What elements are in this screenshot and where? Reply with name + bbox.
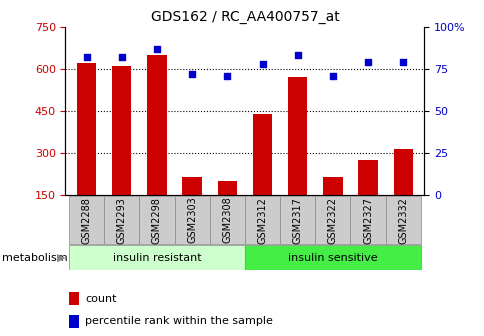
Text: ▶: ▶ bbox=[57, 253, 66, 263]
Point bbox=[223, 73, 231, 78]
Text: GSM2288: GSM2288 bbox=[81, 197, 91, 244]
Bar bbox=[244, 245, 420, 270]
Bar bbox=[385, 196, 420, 244]
Bar bbox=[69, 315, 79, 328]
Text: GSM2303: GSM2303 bbox=[187, 197, 197, 244]
Bar bbox=[69, 196, 104, 244]
Bar bbox=[147, 55, 166, 195]
Bar bbox=[393, 149, 412, 195]
Bar bbox=[104, 196, 139, 244]
Bar bbox=[280, 196, 315, 244]
Text: GSM2327: GSM2327 bbox=[363, 197, 372, 244]
Point bbox=[188, 71, 196, 77]
Text: insulin resistant: insulin resistant bbox=[112, 253, 201, 263]
Bar bbox=[244, 196, 280, 244]
Bar bbox=[209, 196, 244, 244]
Text: GSM2322: GSM2322 bbox=[327, 197, 337, 244]
Point bbox=[328, 73, 336, 78]
Text: GSM2298: GSM2298 bbox=[151, 197, 162, 244]
Text: percentile rank within the sample: percentile rank within the sample bbox=[85, 317, 272, 326]
Text: GSM2308: GSM2308 bbox=[222, 197, 232, 244]
Bar bbox=[315, 196, 350, 244]
Text: insulin sensitive: insulin sensitive bbox=[287, 253, 377, 263]
Bar bbox=[252, 114, 272, 195]
Text: GSM2317: GSM2317 bbox=[292, 197, 302, 244]
Bar bbox=[217, 181, 237, 195]
Point bbox=[83, 54, 91, 60]
Text: GSM2332: GSM2332 bbox=[397, 197, 408, 244]
Bar bbox=[322, 177, 342, 195]
Bar bbox=[77, 63, 96, 195]
Bar bbox=[182, 177, 201, 195]
Bar bbox=[69, 245, 244, 270]
Point bbox=[153, 46, 161, 51]
Title: GDS162 / RC_AA400757_at: GDS162 / RC_AA400757_at bbox=[150, 10, 339, 25]
Bar bbox=[358, 160, 377, 195]
Bar bbox=[69, 292, 79, 305]
Text: count: count bbox=[85, 294, 117, 304]
Point bbox=[398, 59, 406, 65]
Point bbox=[258, 61, 266, 67]
Bar bbox=[174, 196, 209, 244]
Point bbox=[118, 54, 125, 60]
Point bbox=[293, 53, 301, 58]
Text: GSM2293: GSM2293 bbox=[117, 197, 126, 244]
Bar bbox=[350, 196, 385, 244]
Text: metabolism: metabolism bbox=[2, 253, 68, 263]
Bar bbox=[139, 196, 174, 244]
Bar bbox=[287, 77, 307, 195]
Text: GSM2312: GSM2312 bbox=[257, 197, 267, 244]
Bar bbox=[112, 66, 131, 195]
Point bbox=[363, 59, 371, 65]
